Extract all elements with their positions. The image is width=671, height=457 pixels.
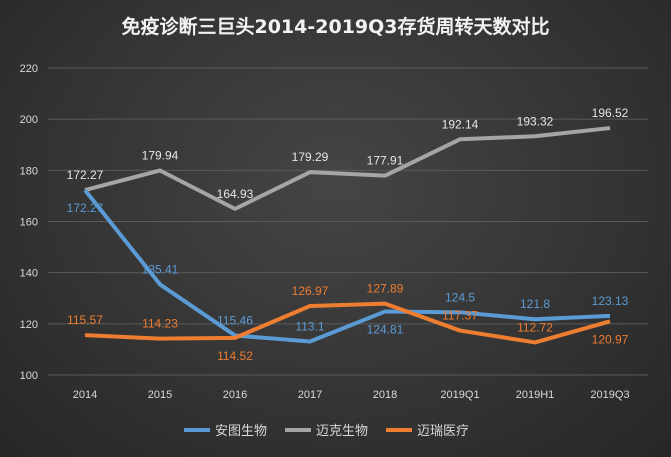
- x-tick-label: 2019H1: [516, 389, 555, 401]
- series-line: [83, 188, 611, 344]
- data-label: 124.81: [367, 323, 404, 337]
- legend-label: 迈克生物: [316, 423, 368, 438]
- data-label: 172.27: [67, 168, 104, 182]
- data-label: 124.5: [445, 290, 475, 304]
- data-label: 172.27: [67, 201, 104, 215]
- x-tick-label: 2016: [223, 389, 247, 401]
- data-label: 164.93: [217, 187, 254, 201]
- y-tick-label: 160: [20, 217, 38, 229]
- data-label: 120.97: [592, 332, 629, 346]
- y-tick-label: 220: [20, 63, 38, 75]
- chart-title: 免疫诊断三巨头2014-2019Q3存货周转天数对比: [121, 16, 550, 38]
- series-line: [84, 126, 611, 211]
- data-label: 127.89: [367, 282, 404, 296]
- data-label: 121.8: [520, 297, 550, 311]
- data-label: 115.46: [217, 313, 253, 327]
- legend-label: 安图生物: [215, 423, 267, 438]
- x-tick-label: 2017: [298, 389, 322, 401]
- y-tick-label: 120: [20, 319, 38, 331]
- data-label: 112.72: [517, 320, 553, 334]
- x-tick-label: 2019Q1: [440, 389, 479, 401]
- y-tick-label: 180: [20, 165, 38, 177]
- x-tick-label: 2014: [73, 389, 97, 401]
- data-label: 123.13: [592, 294, 629, 308]
- data-label: 179.29: [292, 150, 329, 164]
- data-label: 192.14: [442, 117, 479, 131]
- y-tick-label: 140: [20, 268, 38, 280]
- data-label: 135.41: [142, 262, 179, 276]
- data-label: 115.57: [67, 313, 103, 327]
- data-label: 179.94: [142, 148, 179, 162]
- x-tick-label: 2018: [373, 389, 397, 401]
- data-label: 114.23: [142, 317, 178, 331]
- data-label: 114.52: [217, 349, 253, 363]
- data-label: 193.32: [517, 114, 554, 128]
- data-label: 177.91: [367, 154, 404, 168]
- data-label: 117.37: [442, 309, 478, 323]
- y-tick-label: 200: [20, 114, 38, 126]
- x-tick-label: 2015: [148, 389, 172, 401]
- series-line: [84, 301, 611, 345]
- data-label: 113.1: [295, 319, 324, 333]
- x-tick-label: 2019Q3: [590, 389, 629, 401]
- y-tick-label: 100: [20, 370, 38, 382]
- data-label: 196.52: [592, 106, 629, 120]
- data-label: 126.97: [292, 284, 329, 298]
- legend-label: 迈瑞医疗: [417, 423, 469, 438]
